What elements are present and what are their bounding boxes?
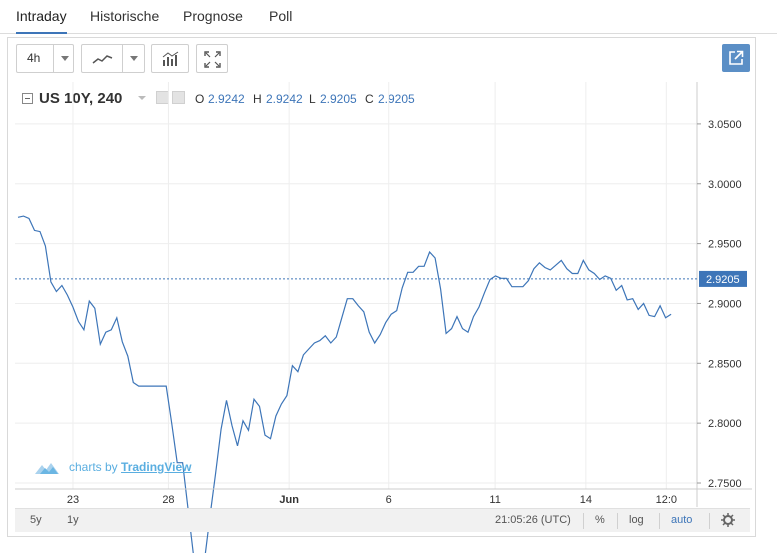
x-tick-label: 11 bbox=[489, 494, 500, 506]
chevron-down-icon bbox=[130, 56, 138, 61]
y-tick-label: 2.9000 bbox=[708, 298, 742, 310]
last-price-badge bbox=[699, 270, 747, 287]
fullscreen-icon bbox=[204, 51, 221, 68]
chevron-down-icon bbox=[61, 56, 69, 61]
chart-style-dropdown[interactable] bbox=[81, 44, 145, 73]
price-series bbox=[17, 215, 672, 553]
fullscreen-button[interactable] bbox=[196, 44, 228, 73]
time-axis: 23 28 Jun 6 11 14 12:0 bbox=[15, 488, 752, 506]
indicators-icon bbox=[162, 51, 179, 66]
collapse-legend-icon[interactable] bbox=[22, 93, 33, 104]
gear-icon[interactable] bbox=[721, 513, 735, 527]
y-tick-label: 2.7500 bbox=[708, 478, 742, 490]
tab-prognose[interactable]: Prognose bbox=[183, 8, 243, 24]
x-tick-label: 28 bbox=[162, 494, 174, 506]
symbol-label: US 10Y, 240 bbox=[39, 90, 123, 107]
close-value: 2.9205 bbox=[378, 92, 415, 106]
last-price-marker: 2.9205 bbox=[15, 270, 747, 287]
line-chart-icon bbox=[92, 55, 113, 64]
auto-scale-button[interactable]: auto bbox=[671, 514, 693, 526]
chevron-down-icon[interactable] bbox=[138, 96, 146, 100]
popout-icon bbox=[729, 50, 744, 65]
chart-grid bbox=[15, 82, 697, 489]
x-tick-label: 23 bbox=[67, 494, 79, 506]
range-5y-button[interactable]: 5y bbox=[30, 514, 42, 526]
y-tick-label: 2.9500 bbox=[708, 239, 742, 251]
high-label: H bbox=[253, 92, 262, 106]
tab-poll[interactable]: Poll bbox=[269, 8, 293, 24]
chart-frame bbox=[7, 37, 756, 537]
x-tick-label: 12:0 bbox=[656, 494, 677, 506]
popout-button[interactable] bbox=[722, 44, 750, 72]
watermark-brand[interactable]: TradingView bbox=[121, 460, 192, 474]
x-tick-label: 14 bbox=[580, 494, 592, 506]
clock-readout: 21:05:26 (UTC) bbox=[495, 514, 571, 526]
tradingview-logo-icon bbox=[35, 463, 59, 474]
bottom-toolbar: 5y 1y 21:05:26 (UTC) % log auto bbox=[15, 508, 750, 532]
open-value: 2.9242 bbox=[208, 92, 245, 106]
indicators-button[interactable] bbox=[151, 44, 189, 73]
range-1y-button[interactable]: 1y bbox=[67, 514, 79, 526]
interval-label: 4h bbox=[27, 51, 41, 65]
high-value: 2.9242 bbox=[266, 92, 303, 106]
series-line bbox=[17, 215, 672, 553]
y-tick-label: 2.8000 bbox=[708, 418, 742, 430]
y-tick-label: 3.0000 bbox=[708, 179, 742, 191]
close-label: C bbox=[365, 92, 374, 106]
tab-intraday[interactable]: Intraday bbox=[16, 0, 67, 34]
tab-historische[interactable]: Historische bbox=[90, 8, 160, 24]
watermark-prefix: charts by bbox=[69, 460, 118, 474]
y-tick-label: 2.8500 bbox=[708, 358, 742, 370]
settings-icon[interactable] bbox=[172, 91, 185, 104]
last-price-label: 2.9205 bbox=[706, 274, 740, 286]
x-tick-label: Jun bbox=[279, 494, 299, 506]
low-value: 2.9205 bbox=[320, 92, 357, 106]
price-axis: 3.0500 3.0000 2.9500 2.9000 2.8500 2.8000 2.75… bbox=[696, 82, 742, 507]
percent-scale-button[interactable]: % bbox=[595, 514, 605, 526]
open-label: O bbox=[195, 92, 205, 106]
low-label: L bbox=[309, 92, 316, 106]
tab-bar: Intraday Historische Prognose Poll bbox=[0, 0, 777, 34]
log-scale-button[interactable]: log bbox=[629, 514, 644, 526]
y-tick-label: 3.0500 bbox=[708, 119, 742, 131]
x-tick-label: 6 bbox=[386, 494, 392, 506]
interval-dropdown[interactable]: 4h bbox=[16, 44, 74, 73]
